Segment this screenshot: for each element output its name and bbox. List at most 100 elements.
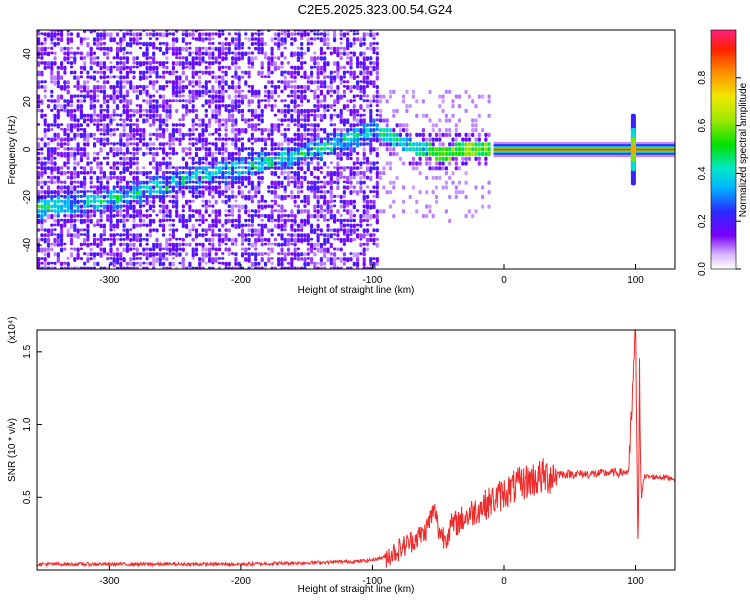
spectrogram-cell bbox=[119, 233, 123, 237]
spectrogram-cell bbox=[191, 223, 195, 230]
spectrogram-cell bbox=[234, 132, 238, 139]
spectrogram-cell bbox=[471, 132, 475, 137]
spectrogram-cell bbox=[464, 89, 468, 94]
spectrogram-cell bbox=[60, 30, 64, 34]
spectrogram-cell bbox=[434, 151, 439, 157]
spectrogram-cell bbox=[231, 175, 235, 182]
spectrogram-cell bbox=[122, 94, 126, 100]
spectrogram-cell bbox=[165, 180, 169, 186]
spectrogram-cell bbox=[296, 171, 300, 177]
spectrogram-cell bbox=[359, 166, 363, 170]
spectrogram-cell bbox=[339, 142, 343, 148]
spectrogram-cell bbox=[37, 228, 41, 232]
spectrogram-cell bbox=[260, 242, 264, 247]
spectrogram-cell bbox=[102, 128, 106, 133]
spectrogram-cell bbox=[60, 199, 64, 203]
spectrogram-cell bbox=[89, 175, 93, 180]
spectrogram-cell bbox=[369, 223, 373, 227]
spectrogram-cell bbox=[89, 204, 93, 208]
spectrogram-cell bbox=[194, 113, 199, 120]
spectrogram-cell bbox=[50, 70, 54, 76]
spectrogram-cell bbox=[224, 70, 228, 77]
spectrogram-cell bbox=[188, 214, 192, 220]
spectrogram-cell bbox=[69, 214, 74, 219]
spectrogram-cell bbox=[385, 123, 389, 128]
spectrogram-cell bbox=[300, 233, 304, 238]
spectrogram-cell bbox=[224, 147, 228, 153]
spectrogram-cell bbox=[237, 156, 241, 162]
spectrogram-cell bbox=[310, 242, 314, 249]
spectrogram-cell bbox=[365, 75, 370, 80]
spectrogram-cell bbox=[181, 137, 185, 141]
spectrogram-cell bbox=[50, 147, 54, 153]
spectrogram-cell bbox=[323, 51, 327, 55]
spectrogram-cell bbox=[86, 223, 90, 229]
spectrogram-cell bbox=[102, 75, 106, 80]
spectrogram-cell bbox=[280, 247, 284, 253]
spectrogram-cell bbox=[477, 113, 481, 118]
spectrogram-cell bbox=[270, 108, 274, 112]
spectrogram-cell bbox=[339, 128, 343, 133]
spectrogram-cell bbox=[333, 204, 337, 208]
spectrogram-cell bbox=[310, 142, 314, 145]
spectrogram-cell bbox=[148, 37, 152, 40]
spectrogram-cell bbox=[342, 70, 346, 76]
spectrogram-cell bbox=[158, 209, 162, 214]
spectrogram-cell bbox=[165, 42, 169, 47]
spectrogram-cell bbox=[369, 32, 373, 38]
spectrogram-cell bbox=[73, 171, 77, 176]
spectrogram-cell bbox=[484, 137, 488, 142]
spectrogram-cell bbox=[188, 142, 192, 146]
spectrogram-cell bbox=[217, 261, 222, 265]
spectrogram-cell bbox=[224, 142, 228, 146]
spectrogram-cell bbox=[257, 185, 261, 190]
spectrogram-cell bbox=[204, 128, 208, 133]
spectrogram-cell bbox=[122, 118, 126, 124]
spectrogram-cell bbox=[254, 237, 258, 244]
spectrogram-cell bbox=[129, 233, 133, 237]
spectrogram-cell bbox=[375, 42, 379, 46]
spectrogram-cell bbox=[109, 142, 113, 145]
spectrogram-cell bbox=[313, 261, 317, 268]
spectrogram-cell bbox=[372, 85, 376, 88]
spectrogram-cell bbox=[56, 32, 60, 36]
spectrogram-cell bbox=[487, 151, 491, 157]
spectrogram-cell bbox=[359, 214, 363, 219]
spectrogram-cell bbox=[237, 218, 241, 224]
spectrogram-cell bbox=[178, 89, 182, 94]
spectrogram-cell bbox=[329, 151, 333, 155]
spectrogram-cell bbox=[168, 151, 172, 155]
spectrogram-cell bbox=[418, 171, 422, 176]
spectrogram-cell bbox=[92, 56, 97, 61]
spectrogram-cell bbox=[323, 61, 327, 67]
spectrogram-cell bbox=[122, 218, 126, 224]
spectrogram-cell bbox=[227, 218, 231, 224]
spectrogram-cell bbox=[313, 185, 317, 192]
spectrogram-cell bbox=[280, 108, 284, 115]
spectrogram-cell bbox=[283, 223, 287, 228]
spectrogram-cell bbox=[145, 257, 149, 261]
spectrogram-cell bbox=[342, 223, 346, 228]
spectrogram-cell bbox=[112, 261, 116, 268]
spectrogram-cell bbox=[402, 209, 406, 214]
spectrogram-cell bbox=[73, 123, 77, 129]
spectrogram-cell bbox=[73, 223, 77, 230]
spectrogram-cell bbox=[162, 204, 166, 210]
spectrogram-cell bbox=[208, 37, 212, 41]
bottom-x-tick-label: -300 bbox=[99, 576, 119, 587]
spectrogram-cell bbox=[464, 142, 468, 147]
spectrogram-cell bbox=[428, 166, 432, 171]
spectrogram-cell bbox=[296, 65, 300, 71]
spectrogram-cell bbox=[234, 161, 238, 165]
spectrogram-cell bbox=[73, 108, 77, 113]
spectrogram-cell bbox=[53, 266, 57, 269]
spectrogram-cell bbox=[175, 204, 179, 209]
spectrogram-cell bbox=[247, 166, 251, 172]
spectrogram-cell bbox=[464, 132, 468, 137]
spectrogram-cell bbox=[273, 61, 277, 67]
spectrogram-cell bbox=[69, 209, 74, 214]
spectrogram-cell bbox=[191, 209, 195, 213]
spectrogram-cell bbox=[119, 190, 123, 195]
spectrogram-cell bbox=[194, 30, 199, 33]
spectrogram-cell bbox=[273, 171, 277, 177]
